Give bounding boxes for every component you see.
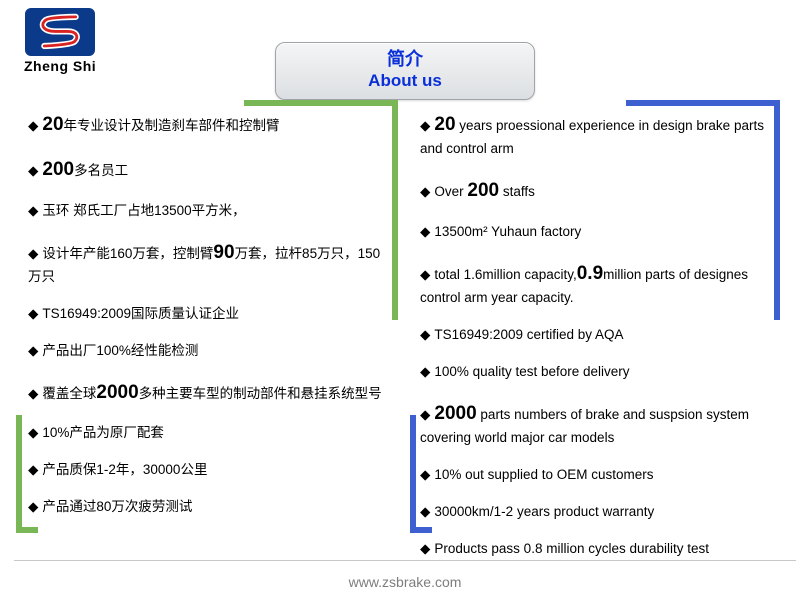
bullet-diamond-icon: ◆ — [420, 265, 430, 286]
list-item: ◆设计年产能160万套，控制臂90万套，拉杆85万只，150万只 — [28, 238, 388, 288]
item-prefix: 13500m² Yuhaun factory — [434, 224, 581, 239]
list-item: ◆ 10%产品为原厂配套 — [28, 423, 388, 444]
item-big-number: 0.9 — [577, 263, 603, 284]
item-prefix: total 1.6million capacity, — [434, 267, 576, 282]
item-prefix: TS16949:2009 certified by AQA — [434, 327, 623, 342]
bullet-diamond-icon: ◆ — [28, 341, 38, 362]
item-prefix: 玉环 郑氏工厂占地13500平方米， — [42, 203, 245, 218]
bullet-diamond-icon: ◆ — [420, 405, 430, 426]
title-en: About us — [276, 71, 534, 91]
item-suffix: years proessional experience in design b… — [420, 118, 764, 156]
item-prefix: 10% out supplied to OEM customers — [434, 467, 653, 482]
bullet-diamond-icon: ◆ — [420, 362, 430, 383]
item-suffix: 多种主要车型的制动部件和悬挂系统型号 — [139, 386, 382, 401]
item-prefix: 产品出厂100%经性能检测 — [42, 343, 198, 358]
list-item: ◆ Products pass 0.8 million cycles durabi… — [420, 539, 780, 560]
item-big-number: 200 — [42, 159, 74, 180]
item-prefix: Over — [434, 184, 467, 199]
bullet-diamond-icon: ◆ — [28, 460, 38, 481]
brand-name: Zheng Shi — [24, 58, 96, 74]
bullet-diamond-icon: ◆ — [28, 423, 38, 444]
list-item: ◆ TS16949:2009 certified by AQA — [420, 325, 780, 346]
list-item: ◆ 产品出厂100%经性能检测 — [28, 341, 388, 362]
list-item: ◆ 产品质保1-2年，30000公里 — [28, 460, 388, 481]
title-pill: 简介 About us — [275, 42, 535, 100]
bullet-diamond-icon: ◆ — [420, 116, 430, 137]
list-item: ◆ 产品通过80万次疲劳测试 — [28, 497, 388, 518]
list-item: ◆20 years proessional experience in desi… — [420, 110, 780, 160]
bullet-diamond-icon: ◆ — [28, 161, 38, 182]
item-big-number: 2000 — [434, 403, 476, 424]
item-prefix: Products pass 0.8 million cycles durabil… — [434, 541, 709, 556]
bullet-diamond-icon: ◆ — [420, 539, 430, 560]
footer-separator — [14, 560, 796, 561]
brand-logo: Zheng Shi — [24, 8, 96, 74]
bullet-diamond-icon: ◆ — [28, 384, 38, 405]
item-big-number: 90 — [213, 242, 234, 263]
bullet-diamond-icon: ◆ — [28, 497, 38, 518]
item-big-number: 200 — [467, 180, 499, 201]
list-item: ◆ 覆盖全球2000多种主要车型的制动部件和悬挂系统型号 — [28, 378, 388, 407]
item-prefix: TS16949:2009国际质量认证企业 — [42, 306, 239, 321]
bullet-diamond-icon: ◆ — [420, 222, 430, 243]
item-prefix: 10%产品为原厂配套 — [42, 425, 164, 440]
item-prefix: 30000km/1-2 years product warranty — [434, 504, 654, 519]
list-item: ◆ Over 200 staffs — [420, 176, 780, 205]
logo-mark — [25, 8, 95, 56]
right-column: ◆20 years proessional experience in desi… — [420, 110, 780, 576]
list-item: ◆ 玉环 郑氏工厂占地13500平方米， — [28, 201, 388, 222]
bullet-diamond-icon: ◆ — [28, 201, 38, 222]
bullet-diamond-icon: ◆ — [420, 465, 430, 486]
item-suffix: 年专业设计及制造刹车部件和控制臂 — [64, 118, 280, 133]
list-item: ◆ 13500m² Yuhaun factory — [420, 222, 780, 243]
bullet-diamond-icon: ◆ — [420, 325, 430, 346]
list-item: ◆200多名员工 — [28, 155, 388, 184]
item-prefix: 覆盖全球 — [42, 386, 96, 401]
item-suffix: staffs — [499, 184, 535, 199]
bullet-diamond-icon: ◆ — [28, 116, 38, 137]
list-item: ◆total 1.6million capacity,0.9million pa… — [420, 259, 780, 309]
list-item: ◆2000 parts numbers of brake and suspsio… — [420, 399, 780, 449]
list-item: ◆20年专业设计及制造刹车部件和控制臂 — [28, 110, 388, 139]
bullet-diamond-icon: ◆ — [420, 182, 430, 203]
item-big-number: 20 — [42, 114, 63, 135]
list-item: ◆ 30000km/1-2 years product warranty — [420, 502, 780, 523]
bullet-diamond-icon: ◆ — [420, 502, 430, 523]
item-big-number: 2000 — [96, 382, 138, 403]
footer-url: www.zsbrake.com — [349, 574, 462, 590]
logo-s-icon — [32, 12, 88, 52]
item-prefix: 100% quality test before delivery — [434, 364, 629, 379]
left-column: ◆20年专业设计及制造刹车部件和控制臂◆200多名员工◆玉环 郑氏工厂占地135… — [28, 110, 388, 534]
item-big-number: 20 — [434, 114, 455, 135]
list-item: ◆ 100% quality test before delivery — [420, 362, 780, 383]
item-prefix: 产品质保1-2年，30000公里 — [42, 462, 207, 477]
list-item: ◆ TS16949:2009国际质量认证企业 — [28, 304, 388, 325]
bullet-diamond-icon: ◆ — [28, 244, 38, 265]
item-prefix: 产品通过80万次疲劳测试 — [42, 499, 192, 514]
list-item: ◆ 10% out supplied to OEM customers — [420, 465, 780, 486]
title-zh: 简介 — [276, 49, 534, 71]
item-suffix: 多名员工 — [74, 163, 128, 178]
item-prefix: 设计年产能160万套，控制臂 — [42, 246, 213, 261]
bullet-diamond-icon: ◆ — [28, 304, 38, 325]
